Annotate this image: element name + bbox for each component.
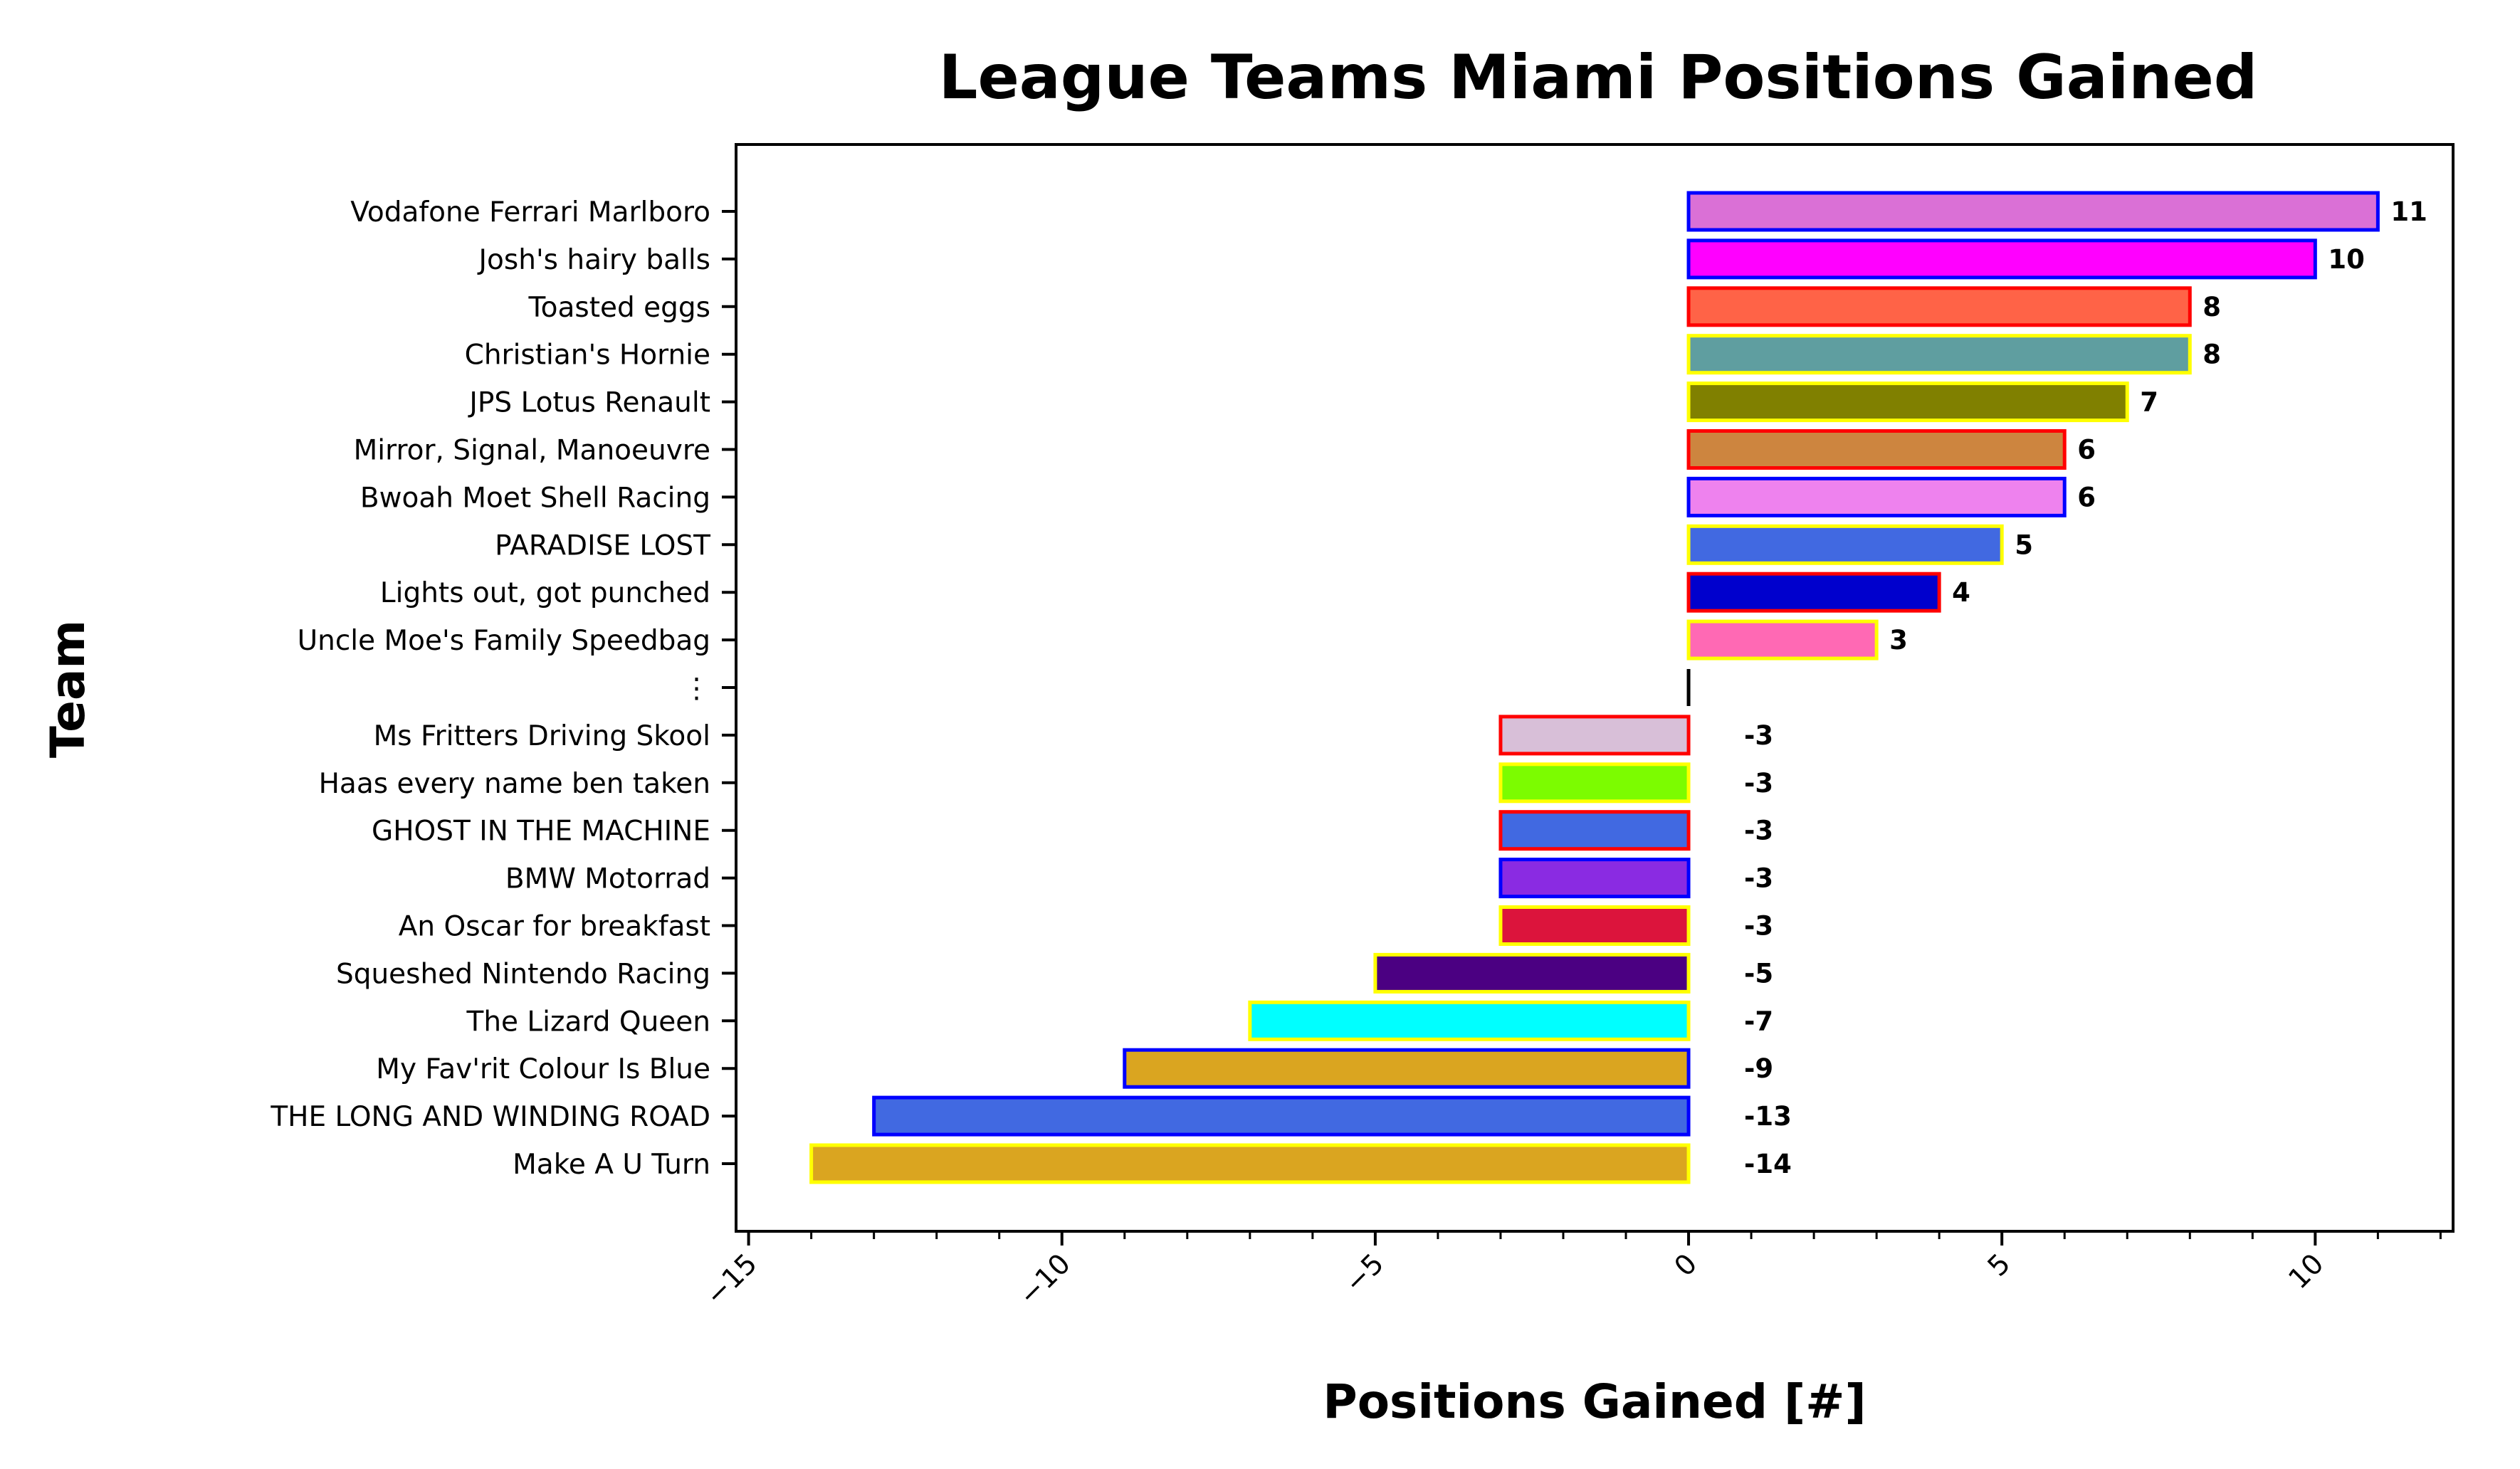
bar [809,1143,1691,1184]
bar [1498,905,1691,946]
y-tick-label: Bwoah Moet Shell Racing [360,482,710,514]
y-tick-label: Squeshed Nintendo Racing [336,958,710,990]
bar [1686,619,1879,660]
data-label: 10 [2328,244,2365,275]
data-label: 11 [2390,196,2427,227]
y-tick-label: GHOST IN THE MACHINE [372,816,710,848]
data-label: -5 [1744,958,1773,989]
data-label: 7 [2140,387,2158,418]
data-label: 3 [1889,625,1908,655]
chart-title: League Teams Miami Positions Gained [939,42,2258,113]
data-label: 8 [2203,292,2221,322]
data-label: 8 [2203,339,2221,370]
data-labels: 11 10 8 8 7 6 6 5 4 3 -3 -3 -3 -3 -3 -5 -7 -9 -13 -14 [1744,196,2427,1179]
y-tick-label: Toasted eggs [527,292,710,324]
x-tick-label: 0 [1669,1248,1703,1283]
x-tick-label: 10 [2282,1248,2330,1295]
bar [1686,191,2380,232]
data-label: -3 [1744,863,1773,894]
data-label: 6 [2077,435,2096,465]
data-label: -7 [1744,1006,1773,1036]
bar [1686,476,2067,517]
bar [1373,952,1691,994]
bar [1686,238,2317,280]
x-tick-label: −15 [700,1248,764,1312]
bar [1498,858,1691,899]
x-tick-label: 5 [1982,1248,2017,1283]
y-tick-label: Mirror, Signal, Manoeuvre [354,435,710,467]
data-label: -3 [1744,816,1773,846]
x-axis-title: Positions Gained [#] [1323,1374,1866,1429]
data-label: -9 [1744,1053,1773,1084]
bar [1498,810,1691,851]
y-tick-label: Ms Fritters Driving Skool [374,720,710,752]
bar [1686,286,2192,327]
data-label: 4 [1952,577,1970,608]
data-label: 6 [2077,482,2096,512]
bar [1686,334,2192,375]
bar [1498,762,1691,804]
y-tick-label: My Fav'rit Colour Is Blue [376,1053,710,1085]
bar [1686,524,2004,565]
y-axis-title: Team [41,620,95,758]
data-label: -3 [1744,720,1773,751]
y-tick-label: Josh's hairy balls [477,244,710,276]
bars [809,191,2380,1184]
y-tick-label: Lights out, got punched [380,577,710,609]
y-tick-label: An Oscar for breakfast [399,911,710,943]
y-tick-label: Uncle Moe's Family Speedbag [298,625,710,657]
data-label: -3 [1744,911,1773,942]
y-axis: Vodafone Ferrari Marlboro Josh's hairy ba… [270,196,736,1181]
bar [1498,715,1691,756]
bar [1686,429,2067,470]
y-tick-label: JPS Lotus Renault [467,387,710,419]
y-tick-label: PARADISE LOST [495,530,710,562]
y-tick-label: The Lizard Queen [466,1006,711,1038]
data-label: -13 [1744,1101,1792,1132]
bar [1123,1048,1691,1089]
y-tick-label: Vodafone Ferrari Marlboro [350,196,710,228]
x-tick-label: −10 [1013,1248,1077,1312]
y-tick-label: Haas every name ben taken [319,768,710,800]
bar [1248,1000,1691,1041]
bar [1686,572,1941,613]
data-label: -3 [1744,768,1773,799]
data-label: 5 [2015,530,2033,560]
y-tick-label: ⋮ [683,673,710,705]
bar [872,1095,1691,1137]
x-tick-label: −5 [1338,1248,1390,1299]
y-tick-label: Christian's Hornie [465,339,710,372]
y-tick-label: BMW Motorrad [505,863,710,895]
x-axis: −15 −10 −5 0 5 10 [700,1231,2442,1312]
y-tick-label: THE LONG AND WINDING ROAD [270,1101,710,1133]
bar [1686,381,2129,423]
y-tick-label: Make A U Turn [513,1149,710,1181]
data-label: -14 [1744,1149,1792,1179]
